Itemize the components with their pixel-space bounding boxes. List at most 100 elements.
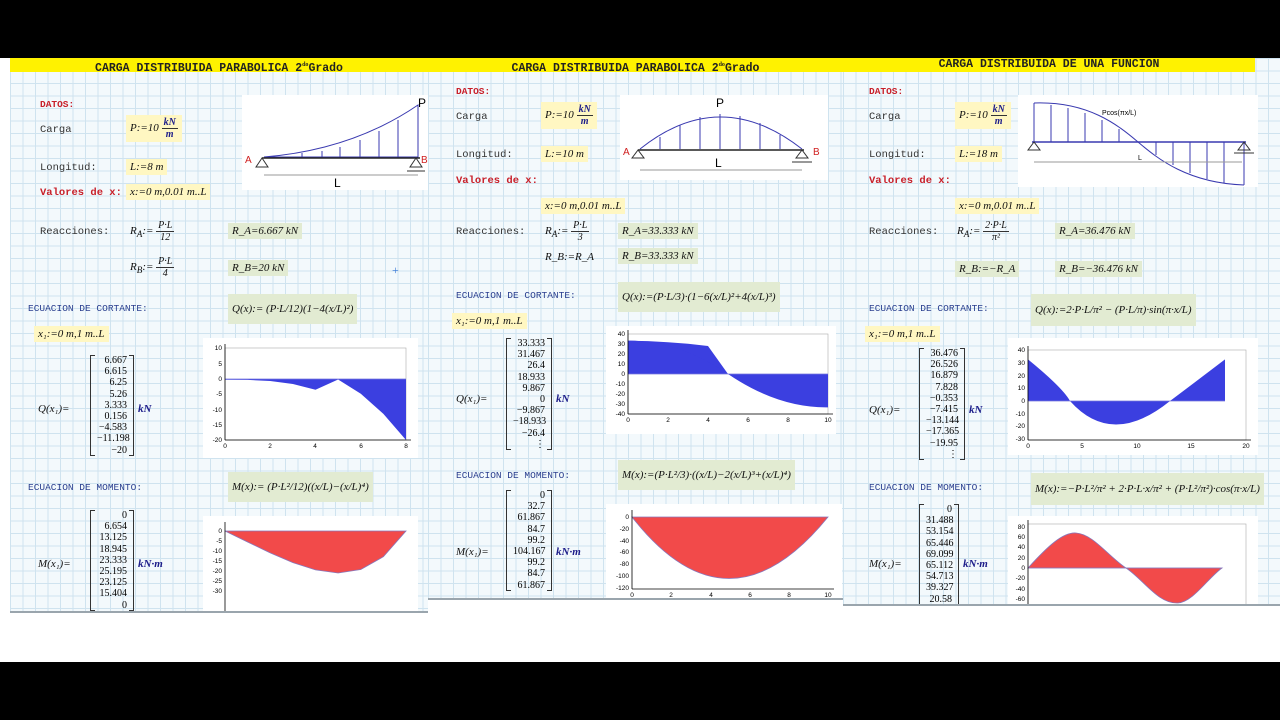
m-unit: kN·m — [138, 558, 163, 570]
worksheet-screen: CARGA DISTRIBUIDA PARABOLICA 2doGrado DA… — [0, 58, 1280, 662]
beam-diagram-cosine: Pcos(πx/L) L — [1018, 95, 1258, 187]
shear-chart-2[interactable]: 40 30 20 10 0 -10 -20 -30 -40 0 2 4 6 8 10 — [606, 326, 836, 434]
shear-chart-3[interactable]: 40 30 20 10 0 -10 -20 -30 0 5 10 15 20 — [1008, 338, 1258, 455]
svg-text:30: 30 — [1018, 360, 1026, 367]
panel-function-load: CARGA DISTRIBUIDA DE UNA FUNCION DATOS: … — [843, 58, 1280, 606]
p-definition[interactable]: P:=10 kN m — [541, 102, 597, 129]
x1-range[interactable]: x₁:=0 m,1 m..L — [452, 313, 527, 329]
l-definition[interactable]: L:=18 m — [955, 146, 1002, 162]
rb-definition: R_B:=R_A — [545, 251, 594, 263]
ra-definition: RA:= 2·P·L π² — [957, 220, 1009, 243]
cortante-label: ECUACION DE CORTANTE: — [456, 290, 576, 301]
shear-equation[interactable]: Q(x):=2·P·L/π² − (P·L/π)·sin(π·x/L) — [1031, 294, 1196, 326]
svg-text:10: 10 — [215, 345, 223, 352]
svg-text:A: A — [623, 147, 630, 158]
p-definition[interactable]: P:=10 kN m — [955, 102, 1011, 129]
moment-equation[interactable]: M(x):= (P·L²/12)((x/L)−(x/L)⁴) — [228, 472, 373, 502]
l-definition[interactable]: L:=10 m — [541, 146, 588, 162]
panel-title: CARGA DISTRIBUIDA DE UNA FUNCION — [843, 58, 1255, 72]
moment-equation[interactable]: M(x):=−P·L²/π² + 2·P·L·x/π² + (P·L²/π²)·… — [1031, 473, 1264, 505]
q-values-matrix: 36.476 26.526 16.879 7.828 −0.353 −7.415 −13… — [919, 348, 965, 461]
valores-label: Valores de x: — [40, 187, 122, 199]
longitud-label: Longitud: — [456, 149, 513, 161]
svg-text:20: 20 — [1018, 555, 1026, 562]
moment-chart-2[interactable]: 0 -20 -40 -60 -80 -100 -120 0 2 4 6 8 10 — [606, 504, 842, 600]
svg-text:30: 30 — [618, 341, 626, 348]
svg-text:2: 2 — [669, 592, 673, 599]
svg-text:L: L — [334, 176, 341, 190]
beam-diagram-parabolic: P A B L — [242, 95, 428, 190]
longitud-label: Longitud: — [40, 162, 97, 174]
x-range[interactable]: x:=0 m,0.01 m..L — [541, 198, 626, 214]
svg-text:6: 6 — [359, 443, 363, 450]
svg-text:-30: -30 — [213, 588, 223, 595]
m-values-matrix: 0 32.7 61.867 84.7 99.2 104.167 99.2 84.7 61.8… — [506, 490, 552, 591]
moment-chart-1[interactable]: 0 -5 -10 -15 -20 -25 -30 — [203, 516, 418, 613]
rb-definition: RB:= P·L 4 — [130, 256, 175, 279]
svg-text:0: 0 — [223, 443, 227, 450]
svg-text:0: 0 — [621, 371, 625, 378]
q-unit: kN — [556, 393, 570, 405]
m-unit: kN·m — [556, 546, 581, 558]
svg-text:10: 10 — [618, 361, 626, 368]
svg-text:-80: -80 — [620, 561, 630, 568]
moment-chart-3[interactable]: 80 60 40 20 0 -20 -40 -60 — [1008, 516, 1258, 606]
m-unit: kN·m — [963, 558, 988, 570]
svg-text:-10: -10 — [616, 381, 626, 388]
svg-text:-10: -10 — [213, 548, 223, 555]
x1-range[interactable]: x₁:=0 m,1 m..L — [34, 326, 109, 342]
moment-equation[interactable]: M(x):=(P·L²/3)·((x/L)−2(x/L)³+(x/L)⁴) — [618, 460, 795, 490]
q-lhs: Q(x₁)= — [869, 404, 901, 416]
reacciones-label: Reacciones: — [456, 226, 526, 238]
svg-text:-30: -30 — [1016, 436, 1026, 443]
svg-text:0: 0 — [626, 417, 630, 424]
panel-parabolic-2: CARGA DISTRIBUIDA PARABOLICA 2doGrado DA… — [428, 58, 843, 600]
p-definition[interactable]: P:=10 kN m — [126, 115, 182, 142]
ra-result: R_A=36.476 kN — [1055, 223, 1135, 239]
svg-text:4: 4 — [313, 443, 317, 450]
svg-text:5: 5 — [1080, 443, 1084, 450]
svg-text:B: B — [421, 155, 428, 166]
svg-text:-10: -10 — [1016, 411, 1026, 418]
svg-text:P: P — [716, 96, 724, 110]
rb-definition: R_B:=−R_A — [955, 261, 1020, 277]
momento-label: ECUACION DE MOMENTO: — [456, 470, 571, 481]
datos-label: DATOS: — [40, 99, 75, 110]
shear-equation[interactable]: Q(x):= (P·L/12)(1−4(x/L)²) — [228, 294, 358, 324]
q-lhs: Q(x₁)= — [456, 393, 488, 405]
svg-text:-5: -5 — [216, 391, 222, 398]
x-range[interactable]: x:=0 m,0.01 m..L — [126, 184, 211, 200]
svg-text:2: 2 — [268, 443, 272, 450]
reacciones-label: Reacciones: — [40, 226, 110, 238]
l-definition[interactable]: L:=8 m — [126, 159, 168, 175]
svg-text:-40: -40 — [616, 411, 626, 418]
svg-text:10: 10 — [1018, 385, 1026, 392]
x-range[interactable]: x:=0 m,0.01 m..L — [955, 198, 1040, 214]
x1-range[interactable]: x₁:=0 m,1 m..L — [865, 326, 940, 342]
carga-label: Carga — [40, 124, 72, 136]
svg-text:0: 0 — [1021, 398, 1025, 405]
svg-text:Pcos(πx/L): Pcos(πx/L) — [1102, 110, 1136, 117]
panel-title: CARGA DISTRIBUIDA PARABOLICA 2doGrado — [428, 58, 843, 75]
valores-label: Valores de x: — [869, 175, 951, 187]
shear-chart-1[interactable]: 10 5 0 -5 -10 -15 -20 0 2 4 6 8 — [203, 338, 418, 458]
m-lhs: M(x₁)= — [456, 546, 489, 558]
rb-result: R_B=20 kN — [228, 260, 289, 276]
svg-text:6: 6 — [748, 592, 752, 599]
svg-text:L: L — [1138, 155, 1142, 162]
q-unit: kN — [138, 403, 152, 415]
svg-text:0: 0 — [1021, 565, 1025, 572]
svg-text:4: 4 — [706, 417, 710, 424]
ra-definition: RA:= P·L 3 — [545, 220, 590, 243]
shear-equation[interactable]: Q(x):=(P·L/3)·(1−6(x/L)²+4(x/L)³) — [618, 282, 780, 312]
svg-text:20: 20 — [1242, 443, 1250, 450]
momento-label: ECUACION DE MOMENTO: — [869, 482, 984, 493]
svg-text:-60: -60 — [620, 549, 630, 556]
svg-text:0: 0 — [1026, 443, 1030, 450]
svg-text:B: B — [813, 147, 820, 158]
rb-result: R_B=33.333 kN — [618, 248, 698, 264]
svg-text:-60: -60 — [1016, 596, 1026, 603]
beam-diagram-parabolic: P A B L — [620, 95, 828, 180]
svg-text:10: 10 — [1133, 443, 1141, 450]
cortante-label: ECUACION DE CORTANTE: — [869, 303, 989, 314]
